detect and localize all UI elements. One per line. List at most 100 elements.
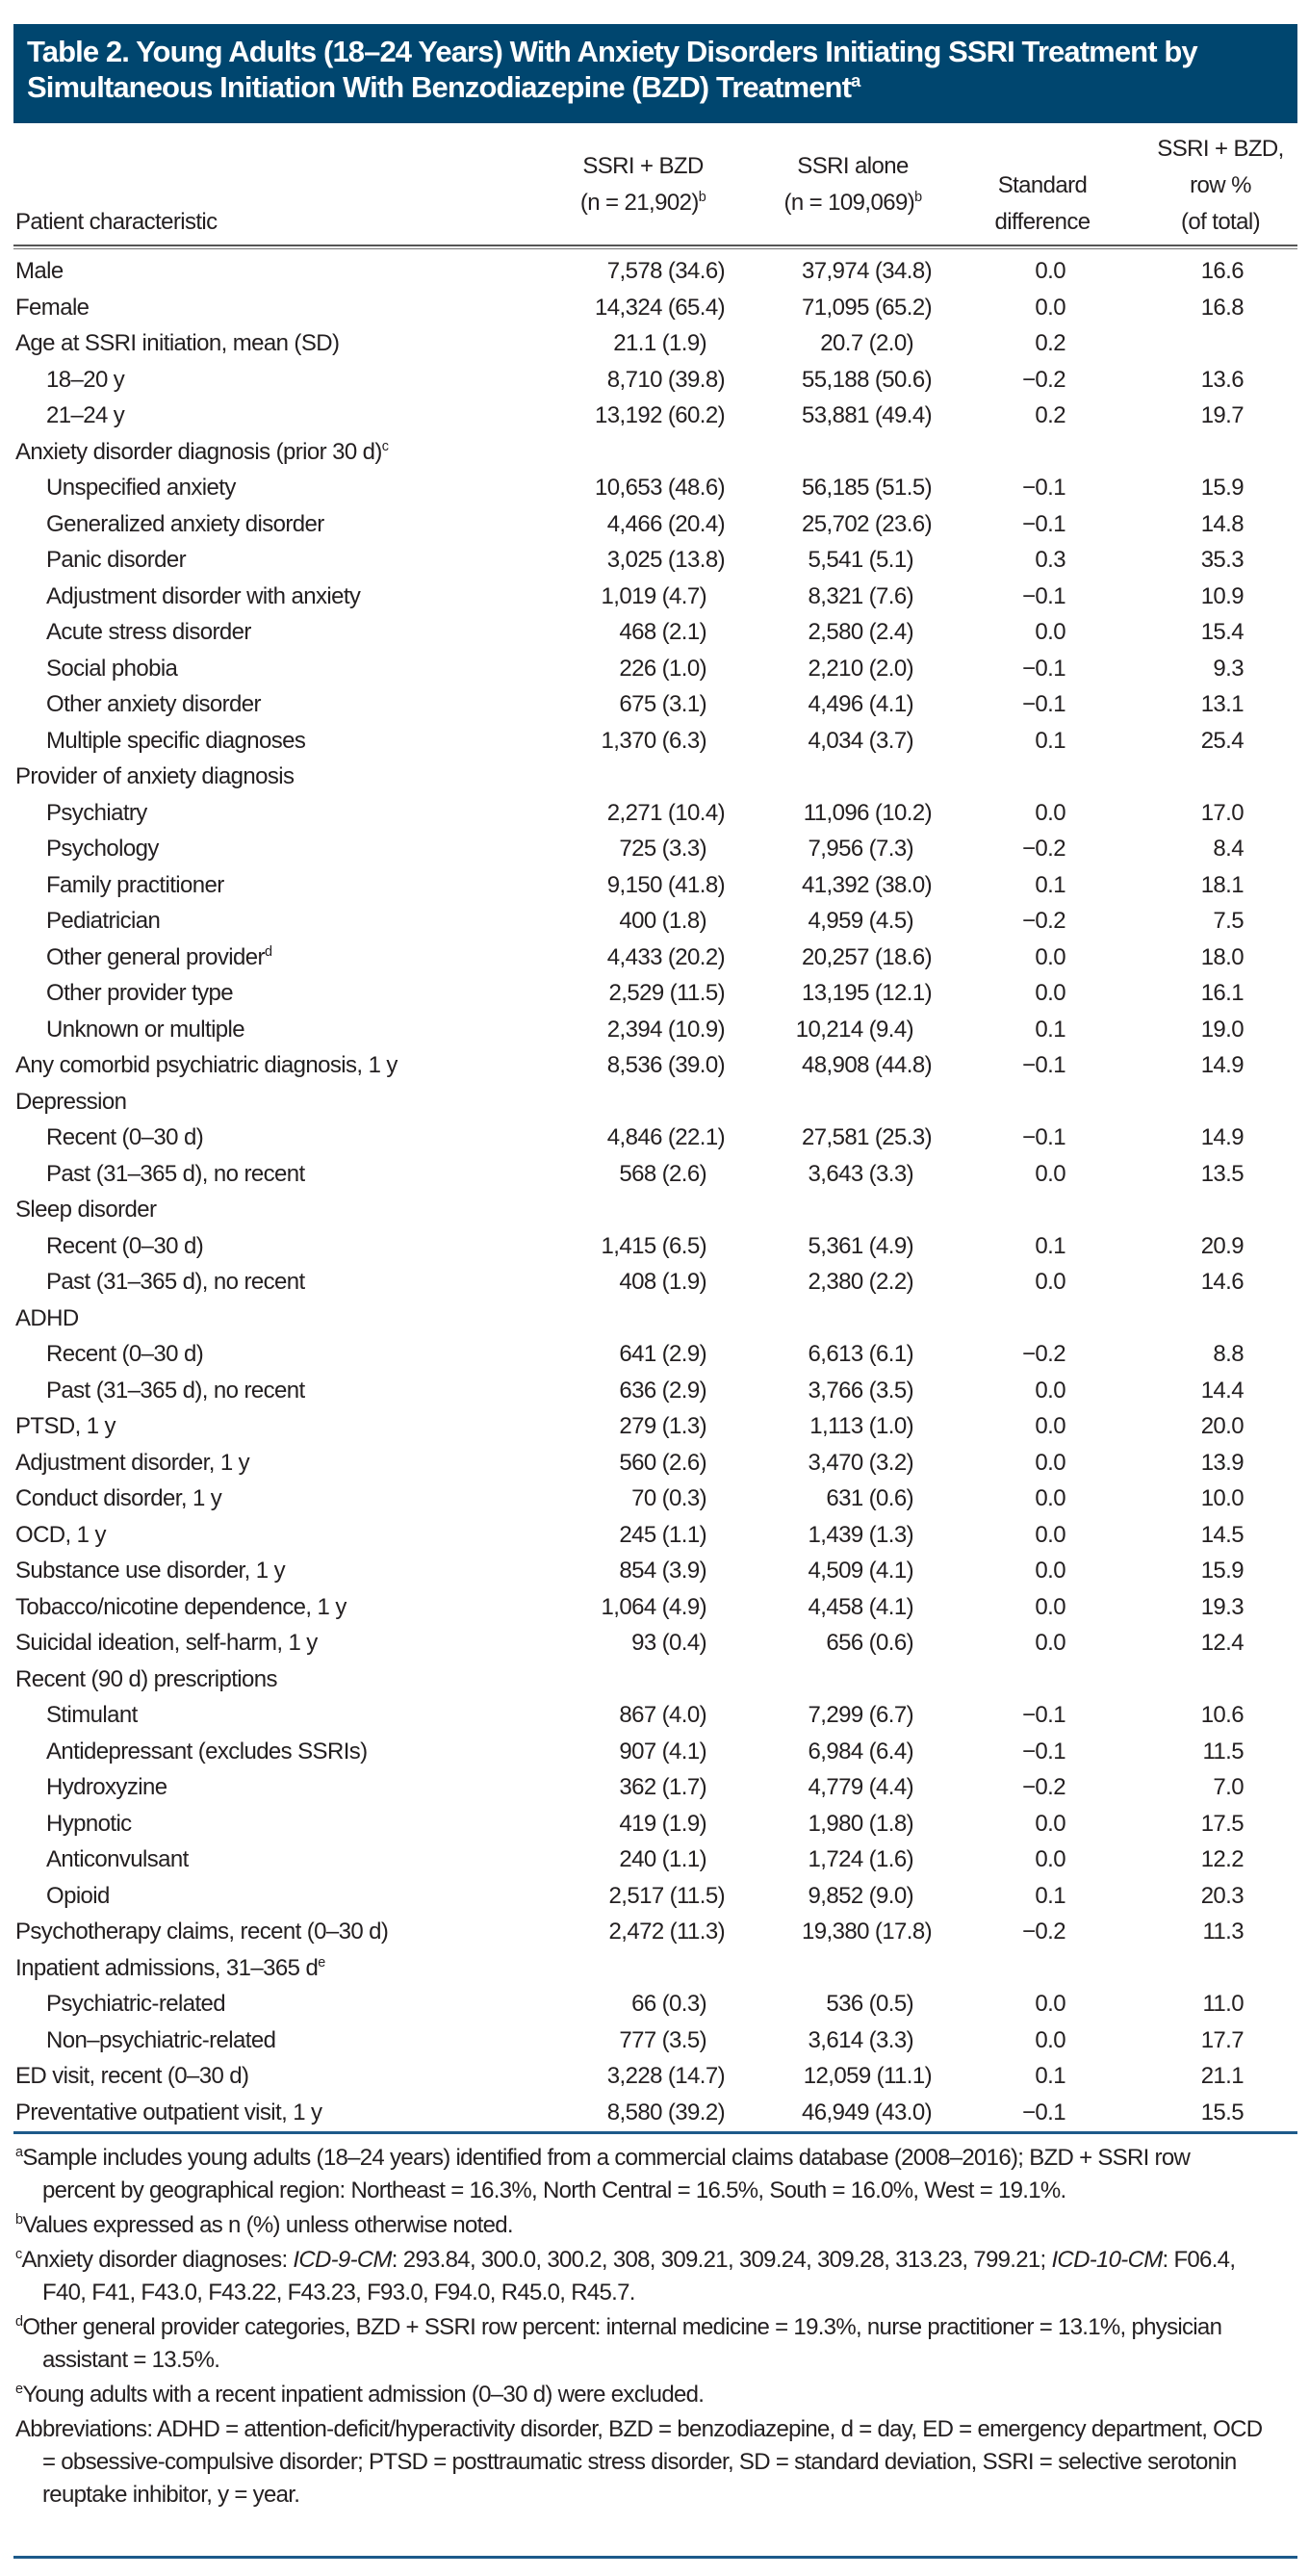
table-row: Hypnotic 419 (1.9) 1,980 (1.8) 0.0 17.5 xyxy=(0,1806,1309,1842)
header-line: difference xyxy=(994,209,1091,235)
value-ssri-bzd: 1,415 (6.5) xyxy=(601,1232,707,1259)
title-text: Table 2. Young Adults (18–24 Years) With… xyxy=(27,35,1198,104)
row-label-text: Adjustment disorder, 1 y xyxy=(15,1449,250,1476)
row-label-text: Psychotherapy claims, recent (0–30 d) xyxy=(15,1919,389,1945)
row-label: Preventative outpatient visit, 1 y xyxy=(15,2095,322,2131)
value-ssri-alone: 11,096 (10.2) xyxy=(803,799,933,826)
value-ssri-bzd: 240 (1.1) xyxy=(619,1846,706,1872)
value-row-percent: 35.3 xyxy=(1200,547,1245,573)
value-ssri-bzd: 362 (1.7) xyxy=(619,1774,706,1800)
column-header-ssri-bzd: SSRI + BZD (n = 21,902)b xyxy=(547,148,739,221)
table-row: Male 7,578 (34.6) 37,974 (34.8) 0.0 16.6 xyxy=(0,253,1309,290)
table-row: Tobacco/nicotine dependence, 1 y 1,064 (4… xyxy=(0,1589,1309,1626)
value-row-percent: 14.9 xyxy=(1200,1124,1245,1150)
table-row: 18–20 y 8,710 (39.8) 55,188 (50.6) −0.2 13.6 xyxy=(0,362,1309,399)
value-ssri-alone: 13,195 (12.1) xyxy=(802,980,933,1006)
value-ssri-bzd: 7,578 (34.6) xyxy=(606,258,726,284)
table-title: Table 2. Young Adults (18–24 Years) With… xyxy=(27,34,1284,105)
value-ssri-bzd: 4,466 (20.4) xyxy=(606,510,726,537)
value-ssri-alone: 6,984 (6.4) xyxy=(808,1738,914,1765)
table-row: Past (31–365 d), no recent 568 (2.6) 3,643… xyxy=(0,1156,1309,1193)
table-row: Age at SSRI initiation, mean (SD) 21.1 (1… xyxy=(0,325,1309,362)
value-ssri-alone: 10,214 (9.4) xyxy=(795,1016,914,1043)
row-label: Generalized anxiety disorder xyxy=(46,506,324,543)
row-label: Past (31–365 d), no recent xyxy=(46,1264,305,1301)
value-standard-difference: −0.1 xyxy=(1022,582,1066,609)
value-standard-difference: 0.0 xyxy=(1035,258,1065,284)
value-standard-difference: 0.0 xyxy=(1035,1630,1065,1656)
value-ssri-bzd: 245 (1.1) xyxy=(619,1521,706,1548)
value-ssri-alone: 46,949 (43.0) xyxy=(802,2099,933,2125)
value-row-percent: 16.8 xyxy=(1200,294,1245,321)
table-group-header-row: Recent (90 d) prescriptions xyxy=(0,1662,1309,1698)
value-standard-difference: −0.2 xyxy=(1022,366,1066,393)
value-row-percent: 16.6 xyxy=(1200,258,1245,284)
value-row-percent: 14.6 xyxy=(1200,1269,1245,1295)
value-row-percent: 16.1 xyxy=(1200,980,1245,1006)
value-standard-difference: 0.0 xyxy=(1035,1521,1065,1548)
value-ssri-alone: 4,496 (4.1) xyxy=(808,691,914,717)
row-label-text: Substance use disorder, 1 y xyxy=(15,1558,286,1584)
table-row: Recent (0–30 d) 1,415 (6.5) 5,361 (4.9) 0.1… xyxy=(0,1228,1309,1265)
footnote-text: : F06.4, F40, F41, F43.0, F43.22, F43.23… xyxy=(42,2247,1236,2306)
row-label-text: Suicidal ideation, self-harm, 1 y xyxy=(15,1630,318,1656)
value-ssri-alone: 20.7 (2.0) xyxy=(820,330,913,356)
column-header-ssri-alone: SSRI alone (n = 109,069)b xyxy=(747,148,959,221)
header-line: row % xyxy=(1190,172,1251,198)
value-row-percent: 14.8 xyxy=(1200,510,1245,537)
value-ssri-bzd: 8,536 (39.0) xyxy=(606,1052,726,1078)
value-standard-difference: −0.1 xyxy=(1022,475,1066,501)
table-row: Other provider type 2,529 (11.5) 13,195 (1… xyxy=(0,975,1309,1012)
table-row: Acute stress disorder 468 (2.1) 2,580 (2.4… xyxy=(0,614,1309,651)
table-row: Other anxiety disorder 675 (3.1) 4,496 (4.… xyxy=(0,686,1309,723)
value-row-percent: 8.8 xyxy=(1213,1341,1244,1367)
value-row-percent: 15.9 xyxy=(1200,475,1245,501)
value-ssri-alone: 4,509 (4.1) xyxy=(808,1558,914,1584)
value-ssri-bzd: 675 (3.1) xyxy=(619,691,706,717)
value-standard-difference: 0.1 xyxy=(1035,1882,1065,1909)
value-row-percent: 14.4 xyxy=(1200,1377,1245,1404)
row-label-text: Conduct disorder, 1 y xyxy=(15,1485,222,1511)
table-row: Past (31–365 d), no recent 636 (2.9) 3,766… xyxy=(0,1373,1309,1409)
row-label: Psychiatric-related xyxy=(46,1986,226,2022)
value-ssri-bzd: 66 (0.3) xyxy=(631,1991,707,2017)
footnote-text: : 293.84, 300.0, 300.2, 308, 309.21, 309… xyxy=(391,2247,1052,2273)
row-label-text: 18–20 y xyxy=(46,366,125,393)
table-row: Non–psychiatric-related 777 (3.5) 3,614 (3… xyxy=(0,2022,1309,2059)
value-ssri-bzd: 279 (1.3) xyxy=(619,1413,706,1439)
row-label: Inpatient admissions, 31–365 de xyxy=(15,1950,325,1987)
row-label-text: Generalized anxiety disorder xyxy=(46,510,324,537)
table-row: Anticonvulsant 240 (1.1) 1,724 (1.6) 0.0 12.… xyxy=(0,1842,1309,1878)
value-standard-difference: 0.0 xyxy=(1035,1810,1065,1837)
value-standard-difference: 0.0 xyxy=(1035,294,1065,321)
row-label-text: Antidepressant (excludes SSRIs) xyxy=(46,1738,368,1765)
table-title-banner: Table 2. Young Adults (18–24 Years) With… xyxy=(13,24,1297,123)
row-label: ED visit, recent (0–30 d) xyxy=(15,2058,249,2095)
value-row-percent: 13.9 xyxy=(1200,1449,1245,1476)
value-ssri-bzd: 3,025 (13.8) xyxy=(606,547,726,573)
row-label-text: Psychiatry xyxy=(46,799,147,826)
footnote-mark: e xyxy=(15,2382,23,2397)
row-label: Adjustment disorder with anxiety xyxy=(46,579,361,615)
value-standard-difference: 0.3 xyxy=(1035,547,1065,573)
row-label: Hydroxyzine xyxy=(46,1769,167,1806)
row-label-text: Multiple specific diagnoses xyxy=(46,727,306,754)
value-ssri-alone: 4,458 (4.1) xyxy=(808,1593,914,1620)
value-standard-difference: 0.0 xyxy=(1035,1160,1065,1187)
row-label: Past (31–365 d), no recent xyxy=(46,1156,305,1193)
row-label-text: Unspecified anxiety xyxy=(46,475,236,501)
table-group-header-row: ADHD xyxy=(0,1301,1309,1337)
row-label: Recent (0–30 d) xyxy=(46,1120,204,1156)
value-standard-difference: 0.0 xyxy=(1035,943,1065,970)
value-standard-difference: −0.1 xyxy=(1022,1738,1066,1765)
value-ssri-alone: 5,541 (5.1) xyxy=(808,547,914,573)
footnote-text: Values expressed as n (%) unless otherwi… xyxy=(22,2212,513,2238)
row-label: Suicidal ideation, self-harm, 1 y xyxy=(15,1625,318,1662)
row-label-text: Hypnotic xyxy=(46,1810,132,1837)
value-standard-difference: −0.1 xyxy=(1022,2099,1066,2125)
row-label-text: Sleep disorder xyxy=(15,1197,157,1223)
value-ssri-bzd: 854 (3.9) xyxy=(619,1558,706,1584)
table-row: Unknown or multiple 2,394 (10.9) 10,214 (9… xyxy=(0,1012,1309,1048)
value-ssri-alone: 4,034 (3.7) xyxy=(808,727,914,754)
value-ssri-bzd: 468 (2.1) xyxy=(619,619,706,645)
